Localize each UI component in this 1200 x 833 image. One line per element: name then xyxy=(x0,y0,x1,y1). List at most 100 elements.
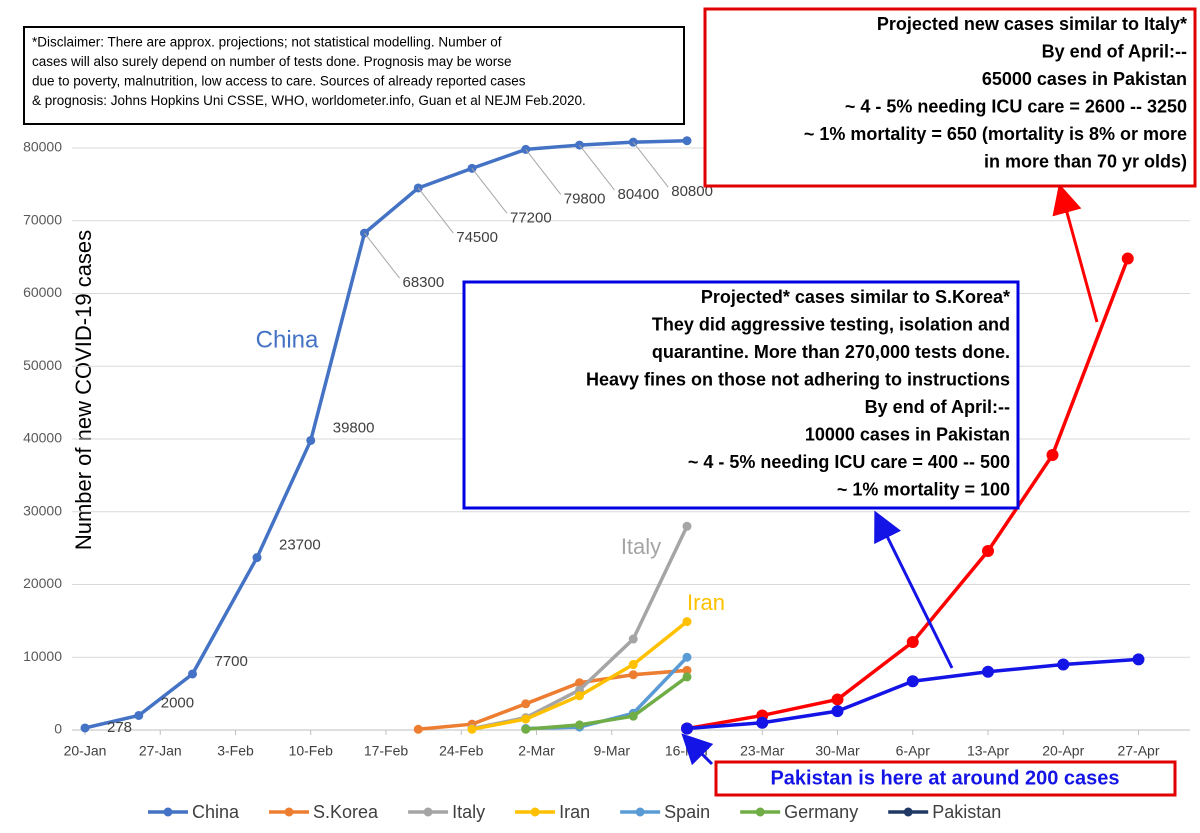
korea-projection-text: ~ 4 - 5% needing ICU care = 400 -- 500 xyxy=(688,452,1010,472)
korea-projection-text: ~ 1% mortality = 100 xyxy=(837,479,1010,499)
y-tick-label: 50000 xyxy=(23,357,62,373)
legend-marker xyxy=(530,807,540,817)
y-tick-label: 10000 xyxy=(23,648,62,664)
disclaimer-text: & prognosis: Johns Hopkins Uni CSSE, WHO… xyxy=(32,93,586,108)
italy-projection-text: By end of April:-- xyxy=(1042,41,1187,61)
y-tick-label: 20000 xyxy=(23,575,62,591)
disclaimer-text: *Disclaimer: There are approx. projectio… xyxy=(32,35,502,50)
x-tick-label: 2-Mar xyxy=(518,743,555,759)
data-point xyxy=(575,691,584,701)
korea-projection-box xyxy=(462,280,1020,510)
disclaimer-box xyxy=(23,26,685,125)
data-label: 39800 xyxy=(333,419,375,436)
data-label: 278 xyxy=(107,719,132,736)
y-tick-label: 60000 xyxy=(23,284,62,300)
x-tick-label: 30-Mar xyxy=(815,743,860,759)
data-point xyxy=(188,669,197,679)
pakistan-note-box xyxy=(714,760,1177,797)
korea-projection-text: Heavy fines on those not adhering to ins… xyxy=(586,369,1010,389)
x-tick-label: 27-Jan xyxy=(139,743,182,759)
italy-projection-text: ~ 4 - 5% needing ICU care = 2600 -- 3250 xyxy=(845,96,1187,116)
data-point xyxy=(1057,658,1070,671)
legend-label: Iran xyxy=(559,802,590,822)
data-point xyxy=(681,722,693,735)
disclaimer-text: due to poverty, malnutrition, low access… xyxy=(32,74,526,89)
data-point xyxy=(521,699,531,709)
italy-projection-text: ~ 1% mortality = 650 (mortality is 8% or… xyxy=(804,124,1187,144)
data-point xyxy=(906,675,919,688)
data-point xyxy=(628,711,638,721)
italy-projection-text: 65000 cases in Pakistan xyxy=(982,69,1187,89)
data-label: 74500 xyxy=(456,229,498,246)
series-label: China xyxy=(256,326,319,353)
italy-projection-text: in more than 70 yr olds) xyxy=(984,151,1187,171)
data-point xyxy=(982,665,994,678)
data-point xyxy=(756,716,769,729)
x-tick-label: 6-Apr xyxy=(896,743,931,759)
x-tick-label: 23-Mar xyxy=(740,743,785,759)
legend-marker xyxy=(635,807,645,817)
data-point xyxy=(682,521,692,531)
series-label: Italy xyxy=(621,534,661,559)
legend-marker xyxy=(423,807,433,817)
data-point xyxy=(682,665,692,675)
x-tick-label: 10-Feb xyxy=(289,743,334,759)
x-tick-label: 3-Feb xyxy=(217,743,254,759)
data-point xyxy=(682,617,692,627)
data-point xyxy=(831,693,844,706)
data-point xyxy=(467,724,477,734)
korea-projection-text: They did aggressive testing, isolation a… xyxy=(652,314,1010,334)
data-point xyxy=(575,678,584,688)
x-tick-label: 20-Jan xyxy=(64,743,107,759)
data-label: 77200 xyxy=(510,209,552,226)
y-tick-label: 30000 xyxy=(23,502,62,518)
legend-label: Pakistan xyxy=(932,802,1001,822)
data-point xyxy=(628,634,638,644)
data-label: 2000 xyxy=(161,694,194,711)
data-point xyxy=(134,710,144,720)
data-point xyxy=(628,670,638,680)
legend-label: Italy xyxy=(452,802,485,822)
label-leader xyxy=(525,149,562,195)
x-tick-label: 9-Mar xyxy=(593,743,630,759)
pakistan-note: Pakistan is here at around 200 cases xyxy=(770,767,1119,789)
data-point xyxy=(831,705,844,718)
data-point xyxy=(413,724,423,734)
arrow xyxy=(681,733,714,766)
label-leader xyxy=(471,168,508,214)
y-tick-label: 40000 xyxy=(23,430,62,446)
x-tick-label: 13-Apr xyxy=(967,743,1009,759)
legend-label: Germany xyxy=(784,802,858,822)
legend-marker xyxy=(755,807,765,817)
y-axis-title: Number of new COVID-19 cases xyxy=(71,230,96,550)
y-tick-label: 70000 xyxy=(23,211,62,227)
label-leader xyxy=(632,141,669,188)
data-label: 23700 xyxy=(279,537,321,554)
y-tick-label: 0 xyxy=(54,721,62,737)
x-tick-label: 24-Feb xyxy=(439,743,484,759)
data-point xyxy=(252,553,262,563)
korea-projection-text: quarantine. More than 270,000 tests done… xyxy=(652,342,1010,362)
korea-projection-text: 10000 cases in Pakistan xyxy=(805,424,1010,444)
arrow xyxy=(1052,183,1099,323)
data-point xyxy=(628,660,638,670)
y-tick-label: 80000 xyxy=(23,139,62,155)
disclaimer-text: cases will also surely depend on number … xyxy=(32,54,512,69)
data-label: 79800 xyxy=(564,190,606,207)
data-point xyxy=(682,136,692,146)
label-leader xyxy=(579,144,615,191)
series-line xyxy=(84,138,688,730)
data-label: 80800 xyxy=(671,183,713,200)
data-label: 68300 xyxy=(403,274,445,291)
data-point xyxy=(521,724,531,734)
legend-label: China xyxy=(192,802,240,822)
legend-marker xyxy=(903,807,913,817)
x-tick-label: 20-Apr xyxy=(1042,743,1084,759)
korea-projection-text: Projected* cases similar to S.Korea* xyxy=(701,287,1010,307)
legend-label: Spain xyxy=(664,802,710,822)
arrow xyxy=(874,510,954,669)
data-point xyxy=(1121,252,1134,265)
italy-projection-box xyxy=(703,7,1197,188)
data-point xyxy=(982,545,994,558)
